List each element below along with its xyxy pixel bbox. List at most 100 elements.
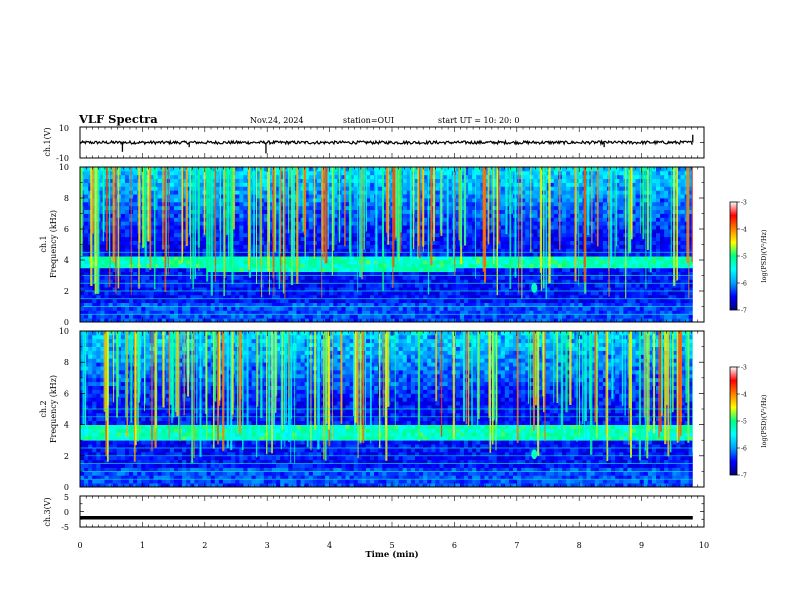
- spectrogram-cell: [239, 178, 244, 183]
- spectrogram-cell: [88, 314, 93, 319]
- spectrogram-cell: [447, 302, 453, 307]
- spectrogram-cell: [308, 198, 314, 203]
- spectrogram-cell: [513, 318, 518, 322]
- spectrogram-cell: [198, 225, 203, 230]
- spectrogram-cell: [96, 314, 101, 319]
- spectrogram-cell: [239, 302, 244, 307]
- spectrogram-cell: [194, 279, 199, 284]
- spectrogram-cell: [378, 318, 383, 322]
- spectrogram-cell: [239, 221, 244, 226]
- spectrogram-cell: [124, 267, 130, 273]
- spectrogram-cell: [153, 291, 159, 296]
- spectrogram-cell: [198, 256, 203, 261]
- spectrogram-cell: [427, 252, 432, 257]
- spectrogram-cell: [545, 182, 551, 187]
- spectrogram-cell: [227, 283, 232, 288]
- spectrogram-cell: [227, 178, 232, 183]
- spectrogram-cell: [464, 186, 469, 191]
- spectrogram-cell: [427, 209, 432, 214]
- spectrogram-cell: [194, 201, 199, 207]
- spectrogram-cell: [276, 225, 281, 230]
- spectrogram-cell: [410, 287, 416, 292]
- spectrogram-cell: [243, 244, 248, 249]
- spectrogram-cell: [288, 182, 293, 187]
- spectrogram-cell: [525, 221, 530, 226]
- spectrogram-cell: [414, 244, 420, 249]
- spectrogram-cell: [410, 267, 416, 273]
- spectrogram-cell: [296, 170, 301, 176]
- spectrogram-cell: [186, 240, 191, 245]
- spectrogram-cell: [427, 201, 432, 207]
- spectrogram-cell: [161, 209, 167, 214]
- spectrogram-cell: [84, 229, 89, 234]
- spectrogram-cell: [365, 178, 371, 183]
- spectrogram-cell: [504, 244, 510, 249]
- spectrogram-cell: [431, 302, 436, 307]
- spectrogram-cell: [178, 221, 183, 226]
- spectrogram-cell: [333, 182, 338, 187]
- spectrogram-cell: [435, 225, 440, 230]
- spectrogram-cell: [529, 267, 534, 273]
- spectrogram-cell: [255, 240, 261, 245]
- spectrogram-cell: [255, 170, 261, 176]
- spectrogram-cell: [239, 263, 244, 269]
- spectrogram-cell: [545, 248, 551, 253]
- spectrogram-cell: [120, 314, 126, 319]
- spectrogram-cell: [120, 267, 126, 273]
- spectrogram-cell: [492, 225, 498, 230]
- spectrogram-cell: [296, 236, 301, 242]
- spectrogram-cell: [419, 275, 424, 280]
- spectrogram-cell: [553, 182, 559, 187]
- spectrogram-cell: [149, 232, 154, 238]
- spectrogram-cell: [267, 186, 273, 191]
- spectrogram-cell: [263, 194, 269, 199]
- spectrogram-cell: [427, 271, 432, 276]
- spectrogram-cell: [480, 201, 485, 207]
- spectrogram-cell: [443, 213, 449, 218]
- spectrogram-cell: [137, 310, 142, 315]
- spectrogram-cell: [284, 310, 289, 315]
- spectrogram-cell: [529, 318, 534, 322]
- spectrogram-cell: [447, 221, 453, 226]
- spectrogram-cell: [386, 275, 391, 280]
- spectrogram-cell: [210, 190, 216, 195]
- spectrogram-cell: [443, 279, 449, 284]
- spectrogram-cell: [406, 213, 412, 218]
- spectrogram-cell: [386, 306, 391, 311]
- spectrogram-cell: [120, 190, 126, 195]
- spectrogram-cell: [349, 287, 355, 292]
- spectrogram-cell: [435, 236, 440, 242]
- spectrogram-cell: [541, 287, 547, 292]
- spectrogram-cell: [145, 302, 150, 307]
- spectrogram-cell: [210, 318, 216, 322]
- spectrogram-cell: [272, 318, 277, 322]
- spectrogram-cell: [517, 287, 522, 292]
- spectrogram-cell: [267, 267, 273, 273]
- spectrogram-cell: [427, 298, 432, 304]
- spectrogram-cell: [218, 186, 224, 191]
- spectrogram-cell: [431, 318, 436, 322]
- spectrogram-cell: [161, 232, 167, 238]
- spectrogram-cell: [308, 306, 314, 311]
- spectrogram-cell: [178, 298, 183, 304]
- spectrogram-cell: [537, 271, 543, 276]
- spectrogram-cell: [227, 260, 232, 265]
- spectrogram-cell: [267, 314, 273, 319]
- spectrogram-cell: [186, 217, 191, 222]
- spectrogram-cell: [284, 240, 289, 245]
- spectrogram-cell: [553, 314, 559, 319]
- spectrogram-cell: [108, 225, 114, 230]
- spectrogram-cell: [484, 205, 489, 211]
- spectrogram-cell: [165, 302, 171, 307]
- spectrogram-cell: [337, 287, 342, 292]
- spectrogram-cell: [112, 213, 118, 218]
- spectrogram-cell: [349, 306, 355, 311]
- spectrogram-cell: [235, 190, 240, 195]
- spectrogram-cell: [443, 170, 449, 176]
- spectrogram-cell: [194, 209, 199, 214]
- spectrogram-cell: [173, 225, 179, 230]
- spectrogram-cell: [222, 283, 228, 288]
- spectrogram-cell: [353, 217, 359, 222]
- spectrogram-cell: [517, 236, 522, 242]
- spectrogram-cell: [378, 279, 383, 284]
